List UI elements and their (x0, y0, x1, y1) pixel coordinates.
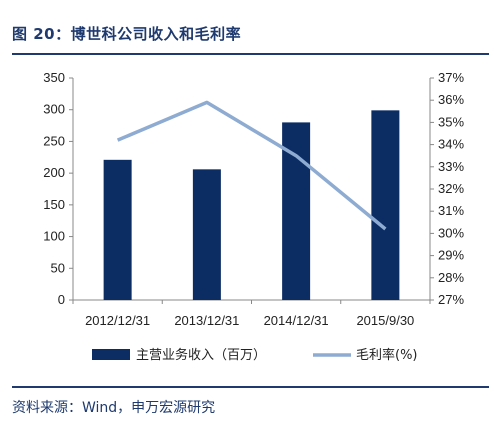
revenue-bar (192, 169, 221, 300)
figure-title: 图 20：博世科公司收入和毛利率 (12, 25, 242, 43)
right-tick-label: 37% (438, 70, 464, 85)
right-tick-label: 34% (438, 137, 464, 152)
title-divider (12, 53, 489, 55)
x-tick-label: 2015/9/30 (356, 313, 414, 328)
right-tick-label: 29% (438, 248, 464, 263)
right-tick-label: 33% (438, 159, 464, 174)
right-tick-label: 27% (438, 292, 464, 307)
left-tick-label: 100 (43, 229, 65, 244)
left-tick-label: 50 (51, 260, 65, 275)
right-tick-label: 35% (438, 114, 464, 129)
revenue-bar (103, 159, 132, 300)
right-tick-label: 36% (438, 92, 464, 107)
right-tick-label: 28% (438, 270, 464, 285)
right-tick-label: 30% (438, 225, 464, 240)
legend-swatch-revenue (92, 349, 130, 360)
left-tick-label: 250 (43, 133, 65, 148)
revenue-bar (371, 110, 400, 300)
legend-label-margin: 毛利率(%) (356, 347, 418, 363)
source-divider (12, 386, 489, 388)
left-tick-label: 300 (43, 102, 65, 117)
left-tick-label: 200 (43, 165, 65, 180)
gross-margin-line (116, 100, 387, 231)
legend-label-revenue: 主营业务收入（百万） (136, 347, 266, 363)
left-tick-label: 150 (43, 197, 65, 212)
right-tick-label: 31% (438, 203, 464, 218)
left-tick-label: 350 (43, 70, 65, 85)
x-tick-label: 2014/12/31 (264, 313, 329, 328)
x-tick-label: 2013/12/31 (174, 313, 239, 328)
x-tick-label: 2012/12/31 (85, 313, 150, 328)
right-tick-label: 32% (438, 181, 464, 196)
left-tick-label: 0 (58, 292, 65, 307)
source-note: 资料来源：Wind，申万宏源研究 (12, 400, 216, 416)
